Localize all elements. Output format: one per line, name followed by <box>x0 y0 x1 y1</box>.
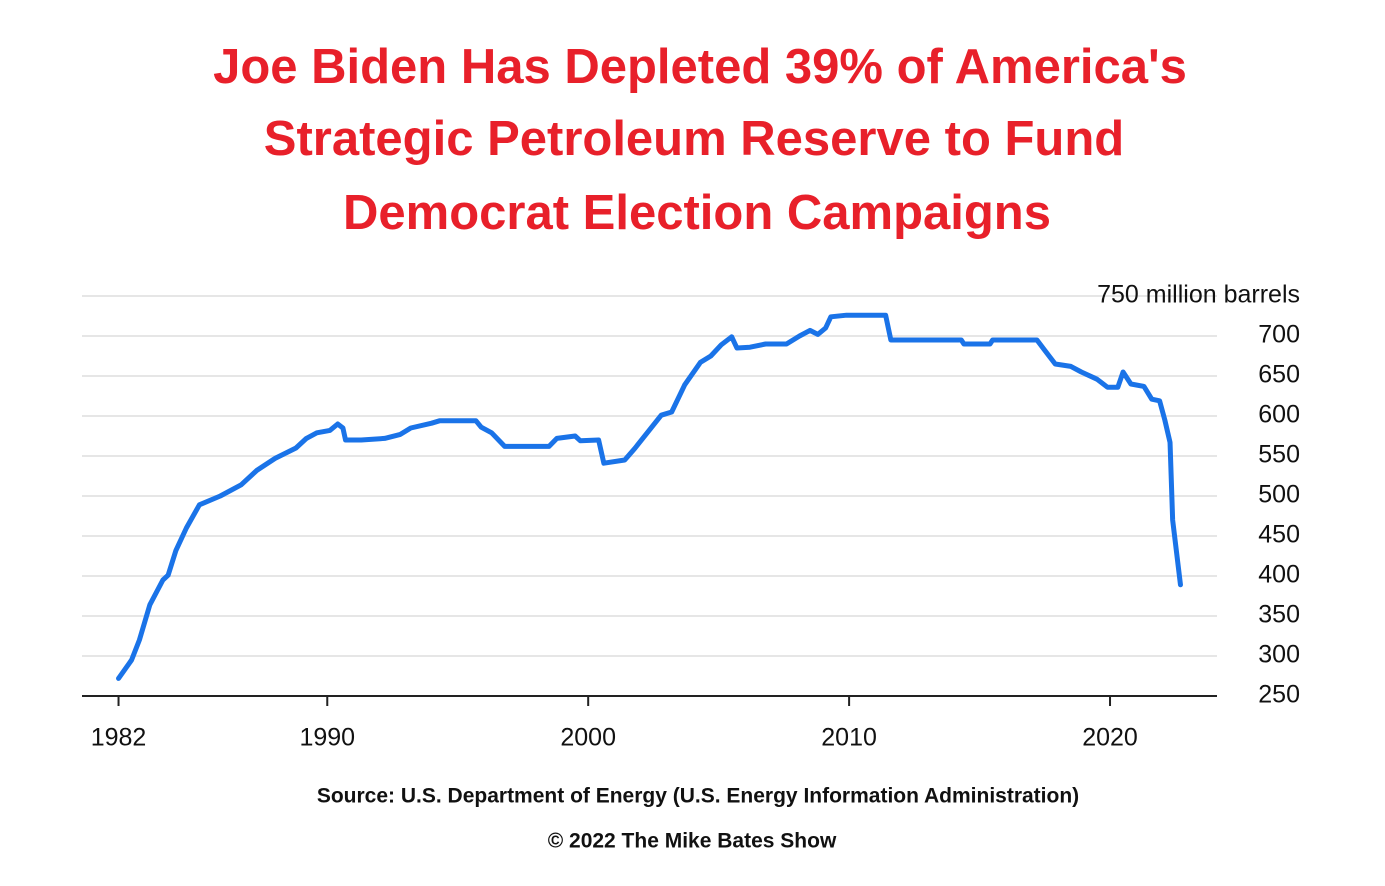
y-tick-label: 700 <box>1258 321 1300 349</box>
y-tick-label: 450 <box>1258 521 1300 549</box>
y-tick-label: 300 <box>1258 641 1300 669</box>
y-tick-label: 550 <box>1258 441 1300 469</box>
y-tick-label: 400 <box>1258 561 1300 589</box>
x-tick-label: 2000 <box>560 724 616 752</box>
y-tick-label: 750 million barrels <box>1097 281 1300 309</box>
source: Source: U.S. Department of Energy (U.S. … <box>317 785 1079 808</box>
line <box>116 312 1183 681</box>
y-tick-label: 600 <box>1258 401 1300 429</box>
y-tick-label: 650 <box>1258 361 1300 389</box>
x-tick-label: 2010 <box>821 724 877 752</box>
x-tick-label: 1982 <box>91 724 147 752</box>
chart-title: Joe Biden Has Depleted 39% of America's <box>213 40 1187 94</box>
chart-title: Strategic Petroleum Reserve to Fund <box>264 112 1124 166</box>
y-tick-label: 350 <box>1258 601 1300 629</box>
chart-title: Democrat Election Campaigns <box>343 186 1051 240</box>
y-tick-label: 500 <box>1258 481 1300 509</box>
x-tick-label: 1990 <box>299 724 355 752</box>
x-tick-label: 2020 <box>1082 724 1138 752</box>
y-tick-label: 250 <box>1258 681 1300 709</box>
copyright: © 2022 The Mike Bates Show <box>548 830 837 853</box>
